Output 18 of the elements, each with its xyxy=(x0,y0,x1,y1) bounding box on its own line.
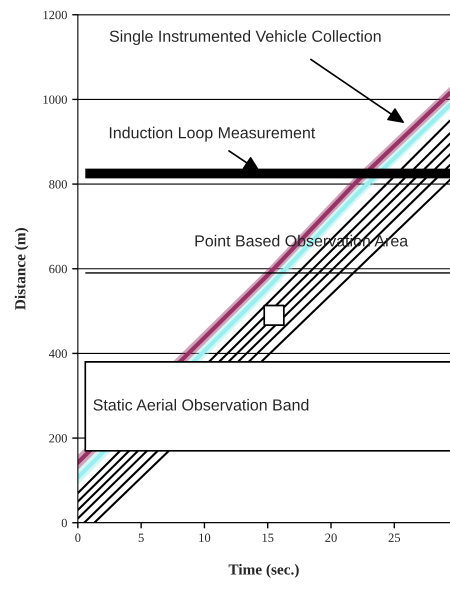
x-tick-label: 10 xyxy=(199,534,210,542)
y-axis-title: Distance (m) xyxy=(14,228,29,310)
x-tick-label: 15 xyxy=(262,534,274,542)
y-tick-label: 400 xyxy=(48,349,67,358)
y-tick-label: 0 xyxy=(62,518,67,528)
annotation: Induction Loop Measurement xyxy=(110,126,316,142)
x-tick-label: 0 xyxy=(75,534,80,542)
y-tick-label: 1200 xyxy=(44,10,67,20)
y-tick-label: 1000 xyxy=(44,95,67,104)
y-tick-label: 600 xyxy=(49,264,67,274)
x-axis-title: Time (sec.) xyxy=(228,564,299,578)
annotation: Single Instrumented Vehicle Collection xyxy=(110,30,381,46)
x-tick-label: 20 xyxy=(325,534,337,542)
y-tick-label: 200 xyxy=(49,434,67,443)
y-tick-label: 800 xyxy=(49,180,67,189)
x-tick-label: 5 xyxy=(138,534,144,542)
band-label: Static Aerial Observation Band xyxy=(93,398,308,411)
x-tick-label: 25 xyxy=(388,534,400,542)
